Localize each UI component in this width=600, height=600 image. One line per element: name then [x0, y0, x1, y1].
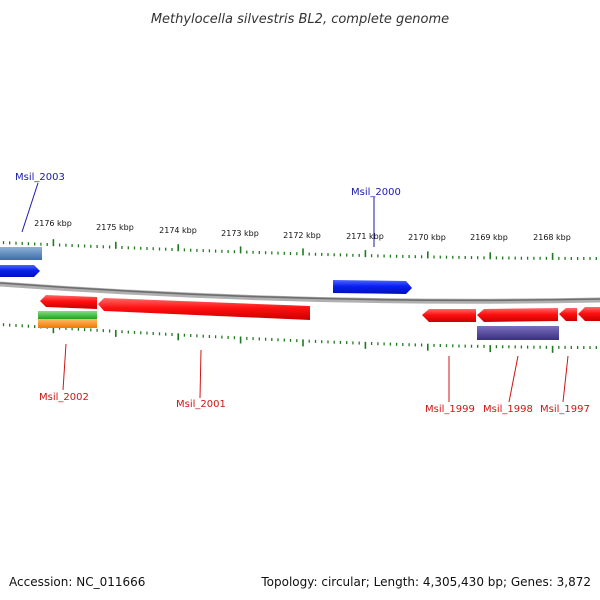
gene-label-msil-2001[interactable]: Msil_2001	[176, 399, 226, 410]
label-leader-line	[62, 343, 67, 391]
gene-arrow-msil-2000[interactable]	[333, 280, 412, 294]
gene-arrow-forward[interactable]	[0, 265, 40, 277]
genome-summary: Topology: circular; Length: 4,305,430 bp…	[260, 575, 591, 589]
feature-bar-green[interactable]	[38, 311, 97, 319]
label-leader-line	[508, 355, 519, 403]
gene-arrow-msil-2001[interactable]	[98, 298, 310, 320]
label-leader-line	[562, 355, 569, 403]
scale-label: 2171 kbp	[346, 232, 384, 241]
label-leader-line	[21, 182, 39, 233]
genome-backbone-shade	[0, 282, 600, 302]
genome-backbone	[0, 281, 600, 304]
scale-label: 2170 kbp	[408, 233, 446, 242]
feature-bar-purple[interactable]	[477, 326, 559, 340]
gene-arrow-msil-1997-cont[interactable]	[578, 307, 600, 321]
scale-label: 2174 kbp	[159, 226, 197, 235]
map-title: Methylocella silvestris BL2, complete ge…	[151, 12, 449, 27]
scale-label: 2169 kbp	[470, 233, 508, 242]
scale-label: 2176 kbp	[34, 219, 72, 228]
feature-bar-orange[interactable]	[38, 319, 97, 328]
feature-bar-steelblue[interactable]	[0, 247, 42, 260]
scale-labels: 2176 kbp 2175 kbp 2174 kbp 2173 kbp 2172…	[34, 219, 571, 242]
scale-ticks-upper	[2, 239, 597, 260]
gene-label-msil-2002[interactable]: Msil_2002	[39, 392, 89, 403]
gene-arrow-msil-1998[interactable]	[477, 308, 558, 322]
gene-label-msil-1999[interactable]: Msil_1999	[425, 404, 475, 415]
accession-label: Accession: NC_011666	[9, 575, 145, 589]
gene-arrow-msil-2002[interactable]	[40, 295, 97, 309]
gene-label-msil-1998[interactable]: Msil_1998	[483, 404, 533, 415]
scale-label: 2172 kbp	[283, 231, 321, 240]
scale-label: 2168 kbp	[533, 233, 571, 242]
gene-label-msil-1997[interactable]: Msil_1997	[540, 404, 590, 415]
gene-arrow-msil-1999[interactable]	[422, 309, 476, 322]
gene-label-msil-2000[interactable]: Msil_2000	[351, 187, 401, 198]
label-leader-line	[199, 349, 202, 399]
scale-label: 2175 kbp	[96, 223, 134, 232]
gene-label-msil-2003[interactable]: Msil_2003	[15, 172, 65, 183]
scale-label: 2173 kbp	[221, 229, 259, 238]
gene-arrow-msil-1997[interactable]	[559, 308, 577, 321]
